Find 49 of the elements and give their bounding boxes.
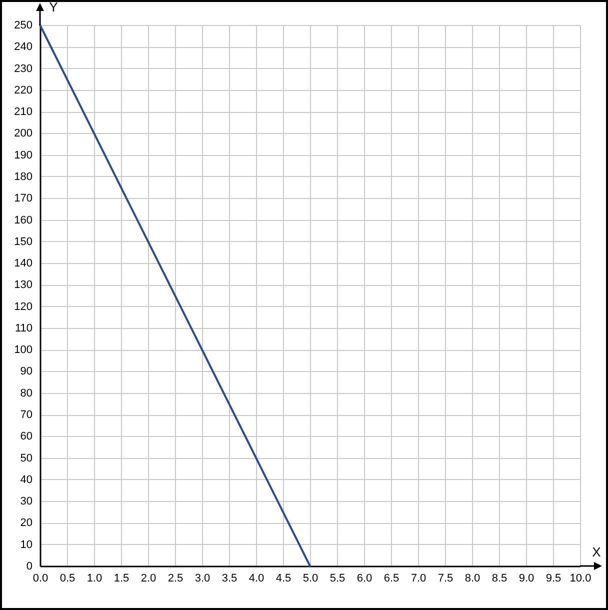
y-tick-label: 30	[20, 496, 32, 508]
x-tick-label: 4.5	[276, 572, 292, 584]
y-tick-label: 0	[26, 560, 32, 572]
y-tick-label: 170	[14, 192, 32, 205]
y-tick-label: 20	[20, 517, 32, 530]
x-axis-title: X	[592, 544, 602, 560]
y-tick-label: 210	[14, 106, 32, 118]
x-tick-label: 10.0	[570, 572, 592, 584]
x-tick-label: 9.0	[518, 572, 534, 584]
x-tick-label: 0.5	[60, 572, 76, 584]
x-tick-label: 7.5	[438, 572, 454, 584]
y-tick-label: 60	[20, 430, 32, 443]
y-axis-title: Y	[49, 0, 58, 14]
y-tick-label: 50	[20, 452, 32, 464]
x-tick-label: 1.5	[114, 572, 130, 584]
y-tick-label: 180	[14, 170, 32, 183]
y-tick-label: 90	[20, 366, 32, 378]
x-tick-label: 3.0	[194, 572, 210, 584]
y-tick-label: 230	[14, 62, 32, 75]
y-tick-label: 250	[14, 20, 32, 32]
y-tick-label: 190	[14, 149, 32, 162]
x-tick-label: 6.5	[384, 572, 400, 584]
x-tick-label: 6.0	[356, 572, 372, 584]
y-tick-label: 80	[20, 387, 32, 400]
y-tick-label: 130	[14, 279, 32, 292]
x-tick-label: 3.5	[222, 572, 238, 584]
y-tick-label: 220	[14, 84, 32, 96]
y-tick-label: 70	[20, 409, 32, 422]
x-tick-label: 8.0	[464, 572, 480, 584]
x-tick-label: 4.0	[248, 572, 264, 584]
x-tick-label: 5.5	[330, 572, 346, 584]
x-tick-label: 1.0	[86, 572, 102, 584]
x-tick-label: 2.0	[140, 572, 156, 584]
y-tick-label: 10	[20, 538, 32, 551]
y-tick-label: 160	[14, 214, 32, 226]
y-tick-label: 40	[20, 474, 32, 486]
x-tick-label: 0.0	[32, 572, 48, 584]
y-tick-label: 100	[14, 344, 32, 356]
y-tick-label: 150	[14, 236, 32, 248]
x-tick-label: 9.5	[546, 572, 562, 584]
y-tick-label: 120	[14, 300, 32, 313]
x-tick-label: 8.5	[492, 572, 508, 584]
y-tick-label: 110	[14, 322, 32, 334]
y-tick-label: 200	[14, 128, 32, 140]
x-tick-label: 2.5	[168, 572, 184, 584]
y-tick-label: 140	[14, 258, 32, 270]
x-tick-label: 7.0	[410, 572, 426, 584]
x-tick-label: 5.0	[302, 572, 318, 584]
y-tick-label: 240	[14, 41, 32, 54]
